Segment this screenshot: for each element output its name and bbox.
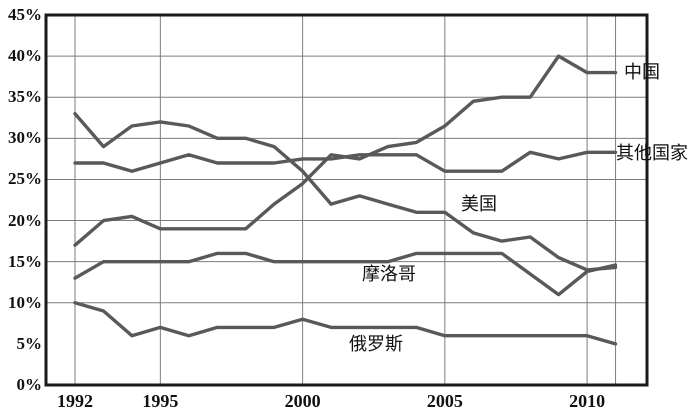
series-line-2 bbox=[73, 111, 618, 272]
series-label-others: 其他国家 bbox=[616, 143, 688, 163]
series-label-usa: 美国 bbox=[461, 194, 497, 214]
x-tick-label: 2010 bbox=[569, 391, 606, 411]
series-line-4 bbox=[73, 301, 618, 346]
y-tick-label: 25% bbox=[8, 169, 42, 189]
y-tick-label: 5% bbox=[16, 333, 43, 353]
y-tick-label: 30% bbox=[8, 128, 42, 148]
series-label-russia: 俄罗斯 bbox=[349, 334, 403, 354]
x-tick-label: 1992 bbox=[57, 391, 93, 411]
series-label-morocco: 摩洛哥 bbox=[362, 264, 416, 284]
y-tick-label: 45% bbox=[8, 5, 42, 24]
y-tick-label: 20% bbox=[8, 210, 42, 230]
y-tick-label: 10% bbox=[8, 292, 42, 312]
series-line-0 bbox=[73, 54, 618, 247]
plot-border bbox=[44, 13, 649, 387]
y-tick-label: 0% bbox=[16, 375, 43, 394]
y-tick-label: 15% bbox=[8, 251, 42, 271]
y-tick-label: 35% bbox=[8, 87, 42, 107]
series-line-1 bbox=[73, 150, 618, 173]
x-tick-label: 1995 bbox=[142, 391, 179, 411]
x-tick-label: 2000 bbox=[284, 391, 321, 411]
series-line-3 bbox=[73, 251, 618, 297]
x-tick-label: 2005 bbox=[426, 391, 463, 411]
series-label-china: 中国 bbox=[624, 62, 660, 82]
y-tick-label: 40% bbox=[8, 46, 42, 66]
